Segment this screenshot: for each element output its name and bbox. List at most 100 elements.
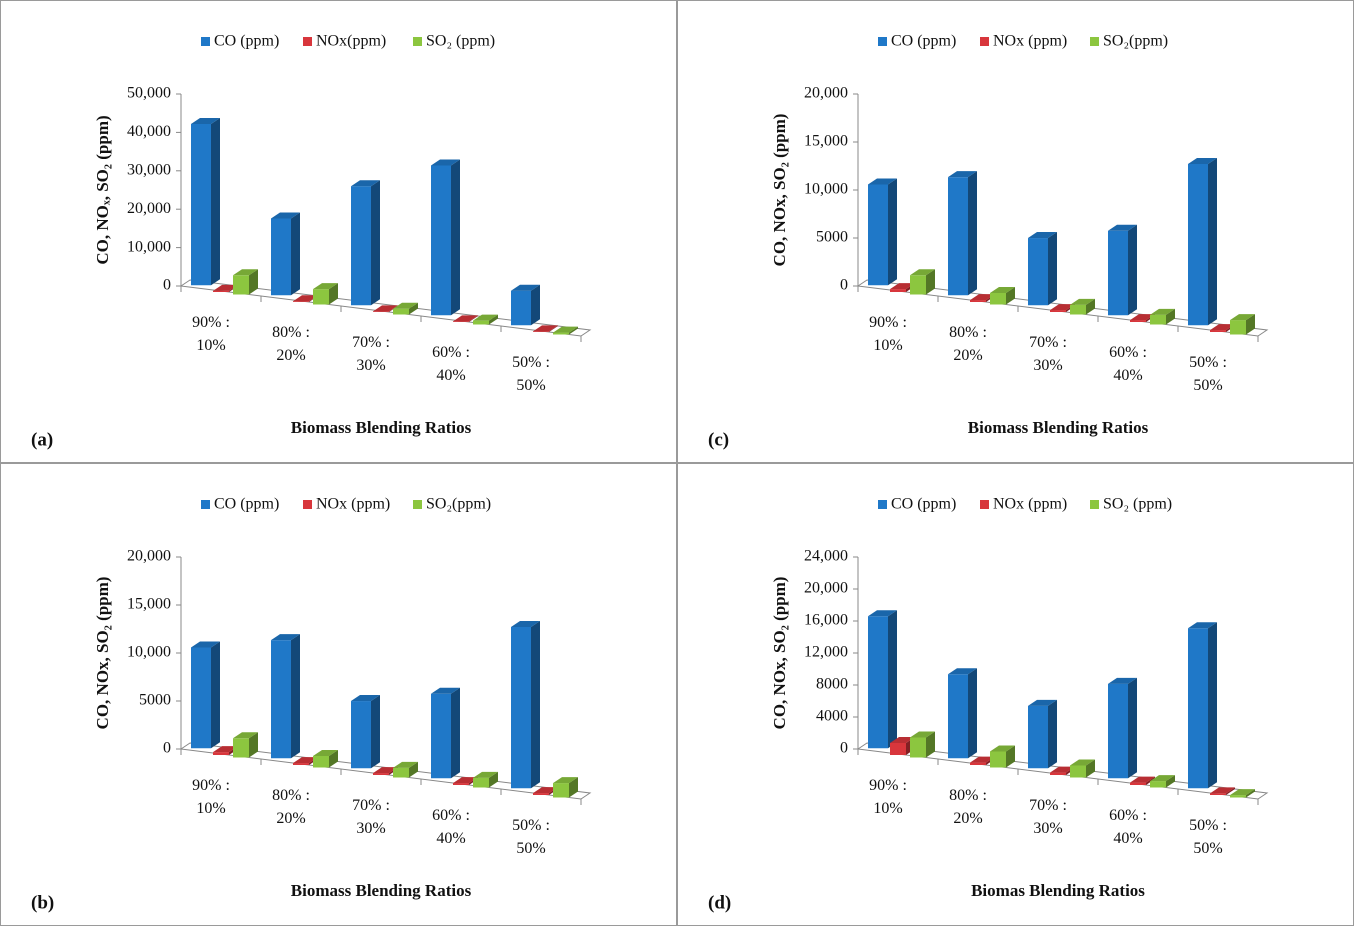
x-tick-label: 80% : 20% bbox=[949, 324, 987, 364]
y-tick-label: 20,000 bbox=[127, 548, 171, 565]
legend-swatch bbox=[878, 37, 887, 46]
x-tick-label: 80% : 20% bbox=[272, 324, 310, 364]
bar bbox=[313, 283, 338, 305]
bar-side bbox=[211, 641, 220, 749]
bar-top bbox=[1230, 789, 1255, 796]
bar-top bbox=[868, 610, 897, 617]
bar-side bbox=[409, 302, 418, 315]
bar bbox=[948, 668, 977, 759]
bar-front bbox=[1188, 628, 1208, 789]
bar-front bbox=[533, 793, 549, 795]
bar-front bbox=[890, 289, 906, 292]
bar-top bbox=[910, 269, 935, 276]
bar-front bbox=[1108, 230, 1128, 316]
bar-side bbox=[291, 634, 300, 759]
bar-side bbox=[329, 749, 338, 768]
legend-swatch bbox=[1090, 500, 1099, 509]
legend-label: NOx(ppm) bbox=[316, 33, 386, 50]
y-tick-label: 15,000 bbox=[127, 596, 171, 613]
y-axis-title: CO, NOx, SO₂ (ppm) bbox=[770, 577, 789, 730]
bar-top bbox=[1050, 304, 1075, 311]
bar bbox=[271, 634, 300, 759]
bar-front bbox=[1188, 163, 1208, 326]
bar-side bbox=[1128, 677, 1137, 779]
y-tick-label: 40,000 bbox=[127, 123, 171, 140]
bar-top bbox=[1050, 766, 1075, 773]
y-tick-label: 5000 bbox=[139, 692, 171, 709]
legend-label: SO₂ (ppm) bbox=[1103, 496, 1172, 513]
bar-side bbox=[888, 178, 897, 286]
legend-swatch bbox=[303, 500, 312, 509]
chart: CO (ppm) NOx(ppm) SO₂ (ppm) 0 10,000 20,000 30… bbox=[31, 33, 592, 450]
bar-front bbox=[533, 331, 549, 332]
bar-front bbox=[910, 275, 926, 295]
bar-front bbox=[1210, 330, 1226, 332]
x-axis-title: Biomass Blending Ratios bbox=[291, 418, 472, 437]
bar-front bbox=[393, 308, 409, 315]
bar bbox=[453, 315, 478, 322]
bar-side bbox=[249, 269, 258, 295]
bar-front bbox=[1028, 705, 1048, 769]
legend-swatch bbox=[201, 37, 210, 46]
bar-top bbox=[948, 171, 977, 178]
y-tick-label: 30,000 bbox=[127, 161, 171, 178]
bar-top bbox=[393, 761, 418, 768]
bar-front bbox=[1130, 320, 1146, 322]
bar bbox=[191, 641, 220, 749]
bar bbox=[1150, 775, 1175, 788]
x-axis-title: Biomas Blending Ratios bbox=[971, 881, 1145, 900]
chart-panel: CO (ppm) NOx(ppm) SO₂ (ppm) 0 10,000 20,000 30… bbox=[0, 0, 677, 463]
bar-front bbox=[1230, 320, 1246, 335]
bar-side bbox=[469, 315, 478, 322]
chart-panel: CO (ppm) NOx (ppm) SO₂(ppm) 0 5000 10,000 15,0… bbox=[0, 463, 677, 926]
x-tick-label: 80% : 20% bbox=[272, 787, 310, 827]
bar-front bbox=[868, 616, 888, 749]
bar bbox=[191, 117, 220, 286]
floor bbox=[856, 742, 1269, 800]
bar-top bbox=[948, 668, 977, 675]
bar-side bbox=[1226, 787, 1235, 795]
legend-swatch bbox=[413, 500, 422, 509]
bar-front bbox=[473, 777, 489, 788]
floor bbox=[179, 742, 592, 800]
bar-side bbox=[1166, 775, 1175, 788]
bar-front bbox=[233, 275, 249, 295]
legend-swatch bbox=[980, 500, 989, 509]
bar-side bbox=[888, 610, 897, 749]
bar-side bbox=[968, 171, 977, 296]
chart: CO (ppm) NOx (ppm) SO₂(ppm) 0 5000 10,000 15,0… bbox=[31, 496, 592, 913]
bar-front bbox=[970, 300, 986, 302]
bar-top bbox=[1070, 759, 1095, 766]
bar bbox=[473, 314, 498, 325]
legend-label: CO (ppm) bbox=[891, 496, 956, 513]
y-axis-title: CO, NOx, SO₂ (ppm) bbox=[93, 577, 112, 730]
bar bbox=[868, 610, 897, 749]
x-tick-label: 50% : 50% bbox=[1189, 354, 1227, 394]
bar-front bbox=[1210, 793, 1226, 795]
bar-front bbox=[453, 321, 469, 322]
bar-front bbox=[473, 320, 489, 325]
chart: CO (ppm) NOx (ppm) SO₂(ppm) 0 5000 10,000 15,0… bbox=[708, 33, 1269, 450]
x-tick-label: 60% : 40% bbox=[432, 807, 470, 847]
bar-side bbox=[409, 761, 418, 778]
x-tick-label: 70% : 30% bbox=[352, 334, 390, 374]
bar-front bbox=[431, 693, 451, 779]
bar-top bbox=[1108, 224, 1137, 231]
x-tick-label: 90% : 10% bbox=[192, 777, 230, 817]
legend-label: SO₂(ppm) bbox=[426, 496, 491, 513]
bar-side bbox=[1048, 699, 1057, 769]
bar-side bbox=[489, 314, 498, 325]
bar-side bbox=[1006, 286, 1015, 305]
bar-top bbox=[1070, 298, 1095, 305]
floor bbox=[856, 279, 1269, 337]
bar bbox=[990, 745, 1015, 768]
bar bbox=[910, 269, 935, 295]
bar-top bbox=[990, 286, 1015, 293]
bar-top bbox=[213, 284, 238, 291]
panel-label: (b) bbox=[31, 892, 54, 913]
legend-label: CO (ppm) bbox=[214, 33, 279, 50]
x-tick-label: 90% : 10% bbox=[869, 777, 907, 817]
bar-front bbox=[351, 701, 371, 769]
bar-side bbox=[451, 159, 460, 316]
bar-top bbox=[533, 325, 558, 332]
